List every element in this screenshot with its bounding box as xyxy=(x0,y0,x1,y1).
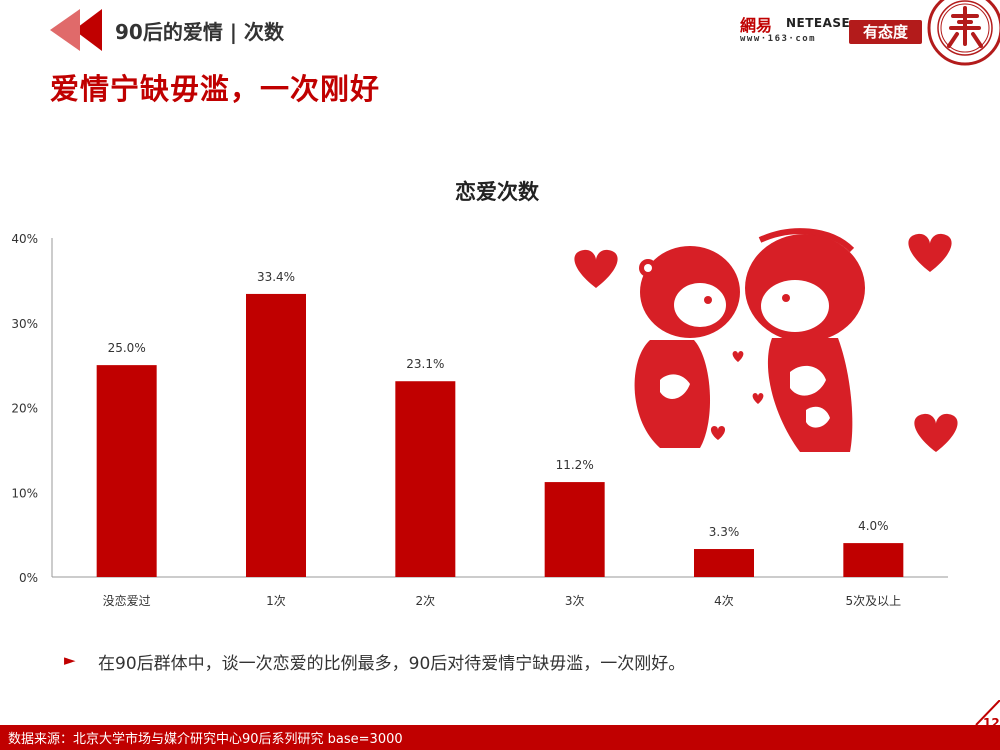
bar-value-label: 3.3% xyxy=(709,525,740,539)
y-tick-label: 30% xyxy=(11,317,38,331)
x-tick-label: 4次 xyxy=(714,594,734,608)
bar xyxy=(246,293,306,577)
netease-logo-url: www·163·com xyxy=(740,34,817,44)
paper-cut-couple-illustration xyxy=(500,220,958,463)
netease-logo-cn: 網易 xyxy=(740,16,773,35)
bar xyxy=(96,365,157,577)
youtaidu-logo: 有态度 xyxy=(849,20,922,44)
y-tick-label: 40% xyxy=(11,232,38,246)
bar-value-label: 25.0% xyxy=(108,341,146,355)
footer-bar: 数据来源：北京大学市场与媒介研究中心90后系列研究 base=3000 xyxy=(0,725,1000,750)
data-source-text: 数据来源：北京大学市场与媒介研究中心90后系列研究 base=3000 xyxy=(8,732,403,747)
summary-text: 在90后群体中，谈一次恋爱的比例最多，90后对待爱情宁缺毋滥，一次刚好。 xyxy=(98,654,686,674)
bar xyxy=(544,482,605,577)
y-tick-label: 20% xyxy=(11,402,38,416)
heart-icon xyxy=(752,393,764,404)
peking-university-seal-icon xyxy=(927,0,1000,66)
bullet-arrow-icon: ► xyxy=(64,651,76,669)
x-tick-label: 2次 xyxy=(416,594,436,608)
netease-logo-en: NETEASE xyxy=(786,16,851,30)
bar xyxy=(395,381,456,577)
netease-logo: 網易 NETEASE www·163·com xyxy=(740,12,850,46)
bar-value-label: 23.1% xyxy=(406,357,444,371)
chart-title: 恋爱次数 xyxy=(455,180,540,204)
x-tick-label: 5次及以上 xyxy=(846,594,902,608)
bar xyxy=(843,543,904,577)
heart-icon xyxy=(710,426,726,440)
heart-icon xyxy=(908,233,952,272)
header-arrow-icon xyxy=(50,9,102,51)
bar xyxy=(694,549,754,577)
page-headline: 爱情宁缺毋滥，一次刚好 xyxy=(50,72,381,106)
y-tick-label: 0% xyxy=(19,571,38,585)
x-tick-label: 没恋爱过 xyxy=(103,593,151,608)
page-number: 12 xyxy=(983,716,1000,730)
y-tick-label: 10% xyxy=(11,486,38,500)
section-title: 90后的爱情 | 次数 xyxy=(115,20,285,44)
x-tick-label: 1次 xyxy=(266,594,286,608)
bar-value-label: 4.0% xyxy=(858,519,889,533)
x-tick-label: 3次 xyxy=(565,594,585,608)
bar-chart: 恋爱次数 0% 10% 20% 30% 40% 25.0% 33.4% 23.1% 11.2%… xyxy=(11,180,958,608)
bar-value-label: 33.4% xyxy=(257,270,295,284)
heart-icon xyxy=(732,351,744,362)
heart-icon xyxy=(914,413,958,452)
bar-value-label: 11.2% xyxy=(556,458,594,472)
heart-icon xyxy=(574,249,618,288)
page-corner-icon xyxy=(975,700,1000,725)
